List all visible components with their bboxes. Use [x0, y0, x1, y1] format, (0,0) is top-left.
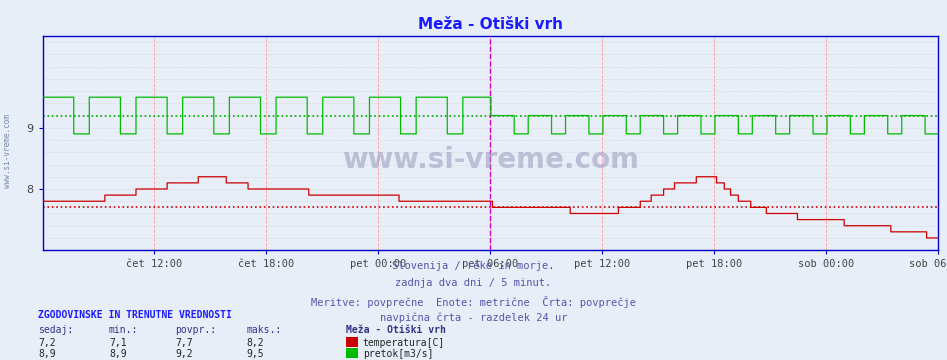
Text: Slovenija / reke in morje.: Slovenija / reke in morje.: [392, 261, 555, 271]
Text: 7,1: 7,1: [109, 338, 127, 348]
Text: Meritve: povprečne  Enote: metrične  Črta: povprečje: Meritve: povprečne Enote: metrične Črta:…: [311, 296, 636, 307]
Text: min.:: min.:: [109, 325, 138, 335]
Text: 7,7: 7,7: [175, 338, 193, 348]
Text: 9,2: 9,2: [175, 349, 193, 359]
Text: sedaj:: sedaj:: [38, 325, 73, 335]
Text: 7,2: 7,2: [38, 338, 56, 348]
Text: navpična črta - razdelek 24 ur: navpična črta - razdelek 24 ur: [380, 313, 567, 323]
Title: Meža - Otiški vrh: Meža - Otiški vrh: [418, 17, 563, 32]
Text: 8,9: 8,9: [109, 349, 127, 359]
Text: ZGODOVINSKE IN TRENUTNE VREDNOSTI: ZGODOVINSKE IN TRENUTNE VREDNOSTI: [38, 310, 232, 320]
Text: zadnja dva dni / 5 minut.: zadnja dva dni / 5 minut.: [396, 278, 551, 288]
Text: 9,5: 9,5: [246, 349, 264, 359]
Text: www.si-vreme.com: www.si-vreme.com: [3, 114, 12, 188]
Text: 8,2: 8,2: [246, 338, 264, 348]
Text: maks.:: maks.:: [246, 325, 281, 335]
Text: 8,9: 8,9: [38, 349, 56, 359]
Text: pretok[m3/s]: pretok[m3/s]: [363, 349, 433, 359]
Text: povpr.:: povpr.:: [175, 325, 216, 335]
Text: www.si-vreme.com: www.si-vreme.com: [342, 146, 638, 174]
Text: Meža - Otiški vrh: Meža - Otiški vrh: [346, 325, 445, 335]
Text: temperatura[C]: temperatura[C]: [363, 338, 445, 348]
